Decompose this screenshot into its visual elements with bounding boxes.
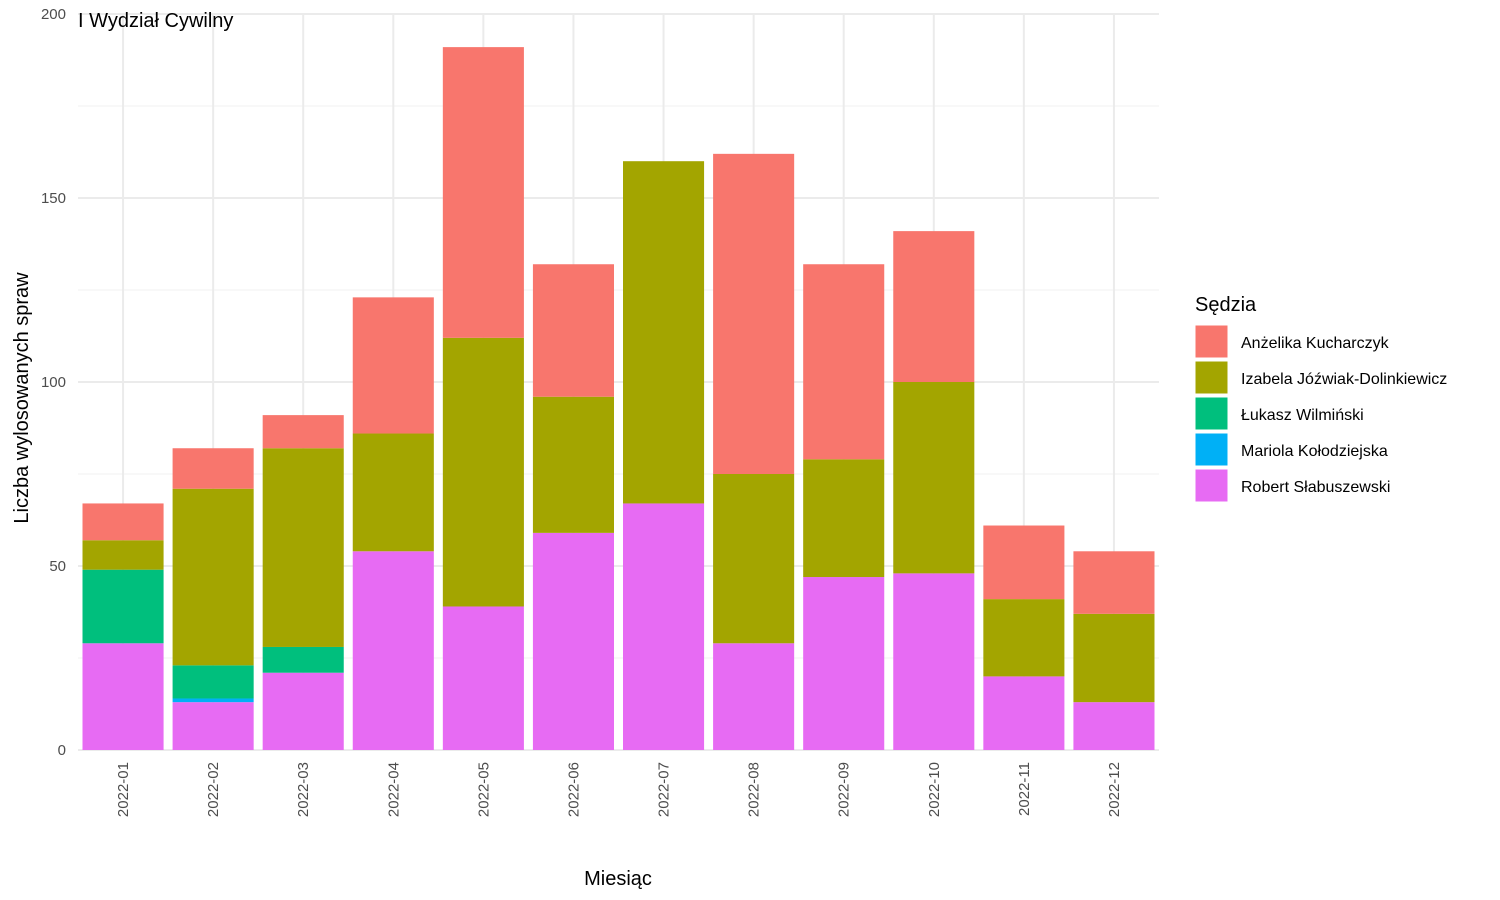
y-tick-label: 50 (49, 558, 66, 575)
bar-segment (1073, 702, 1155, 750)
legend-title: Sędzia (1195, 294, 1257, 316)
bar-segment (82, 643, 164, 750)
bar-segment (1073, 551, 1155, 614)
legend-label: Łukasz Wilmiński (1241, 407, 1364, 424)
x-axis-title: Miesiąc (584, 868, 652, 890)
bar-segment (983, 525, 1065, 600)
bar-segment (893, 573, 975, 750)
bar-segment (532, 396, 614, 533)
bar-segment (803, 264, 885, 460)
bar-segment (442, 606, 524, 750)
y-tick-label: 150 (41, 190, 66, 207)
legend-label: Robert Słabuszewski (1241, 479, 1390, 496)
bar-segment (352, 551, 434, 750)
x-tick-label: 2022-10 (926, 762, 943, 817)
legend-key (1194, 360, 1229, 395)
bar-segment (623, 161, 705, 504)
bar-segment (532, 264, 614, 397)
x-tick-label: 2022-05 (475, 762, 492, 817)
bar-segment (713, 643, 795, 750)
bar-segment (803, 577, 885, 750)
bar-segment (172, 448, 254, 489)
x-tick-label: 2022-06 (565, 762, 582, 817)
bar-segment (82, 503, 164, 541)
legend-key (1194, 324, 1229, 359)
bar-segment (713, 153, 795, 474)
x-tick-label: 2022-03 (295, 762, 312, 817)
bar-segment (1073, 613, 1155, 703)
y-axis-title: Liczba wylosowanych spraw (11, 272, 33, 524)
bar-segment (262, 646, 344, 673)
x-tick-label: 2022-01 (115, 762, 132, 817)
bar-segment (442, 47, 524, 338)
bar-segment (82, 569, 164, 644)
legend-label: Mariola Kołodziejska (1241, 443, 1388, 460)
bar-segment (623, 503, 705, 750)
bar-segment (352, 297, 434, 434)
legend-key (1194, 396, 1229, 431)
bar-segment (262, 448, 344, 647)
x-tick-label: 2022-09 (836, 762, 853, 817)
bar-segment (172, 665, 254, 699)
bar-segment (442, 337, 524, 607)
bar-segment (172, 488, 254, 666)
y-tick-label: 200 (41, 6, 66, 23)
x-axis-ticks: 2022-01 2022-02 2022-03 2022-04 2022-05 2022-… (115, 762, 1123, 817)
y-axis-ticks: 0 50 100 150 200 (41, 6, 66, 759)
x-tick-label: 2022-12 (1106, 762, 1123, 817)
bar-segment (983, 676, 1065, 750)
bar-segment (172, 702, 254, 750)
x-tick-label: 2022-02 (205, 762, 222, 817)
bar-segment (262, 415, 344, 449)
bar-segment (262, 672, 344, 750)
x-tick-label: 2022-08 (746, 762, 763, 817)
bar-segment (172, 698, 254, 703)
bars (82, 47, 1155, 750)
bar-segment (983, 599, 1065, 677)
bar-segment (713, 474, 795, 644)
bar-segment (803, 459, 885, 578)
bar-segment (532, 532, 614, 750)
x-tick-label: 2022-04 (385, 762, 402, 817)
legend-label: Izabela Jóźwiak-Dolinkiewicz (1241, 371, 1447, 388)
legend: Sędzia Anżelika Kucharczyk Izabela Jóźwia… (1194, 294, 1447, 503)
chart-title: I Wydział Cywilny (78, 10, 233, 32)
legend-key (1194, 468, 1229, 503)
legend-label: Anżelika Kucharczyk (1241, 335, 1390, 352)
bar-segment (893, 231, 975, 382)
y-tick-label: 100 (41, 374, 66, 391)
bar-segment (893, 382, 975, 574)
x-tick-label: 2022-07 (656, 762, 673, 817)
y-tick-label: 0 (58, 742, 66, 759)
legend-key (1194, 432, 1229, 467)
bar-segment (82, 540, 164, 570)
x-tick-label: 2022-11 (1016, 762, 1033, 816)
bar-segment (352, 433, 434, 552)
